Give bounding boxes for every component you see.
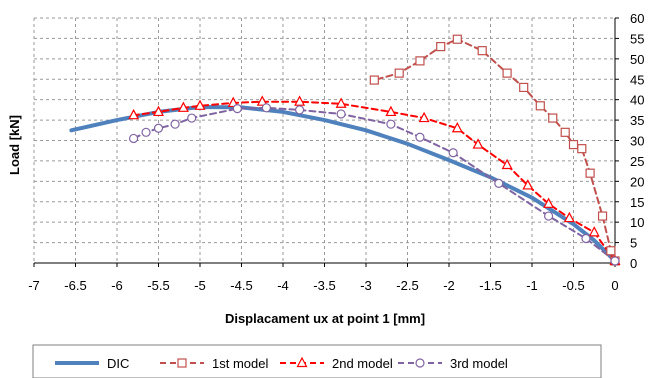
y-tick-label: 60 bbox=[630, 11, 644, 26]
data-point-3rd-model bbox=[581, 233, 591, 244]
y-tick-label: 30 bbox=[630, 134, 644, 149]
x-tick-label: -6 bbox=[111, 278, 123, 293]
x-tick-label: 0 bbox=[611, 278, 618, 293]
y-tick-label: 50 bbox=[630, 52, 644, 67]
data-point-1st-model bbox=[597, 211, 608, 221]
data-point-1st-model bbox=[548, 113, 558, 123]
x-tick-label: -3 bbox=[360, 278, 372, 293]
data-point-2nd-model bbox=[294, 95, 306, 106]
data-point-3rd-model bbox=[610, 256, 620, 266]
data-point-2nd-model bbox=[563, 211, 575, 223]
data-point-1st-model bbox=[369, 75, 379, 85]
y-tick-label: 10 bbox=[630, 215, 644, 230]
data-point-3rd-model bbox=[494, 178, 504, 188]
series-line-3rd-model bbox=[132, 106, 616, 262]
data-point-3rd-model bbox=[232, 104, 242, 114]
x-axis-title: Displacament ux at point 1 [mm] bbox=[225, 311, 425, 326]
y-tick-label: 40 bbox=[630, 93, 644, 108]
data-point-3rd-model bbox=[141, 127, 151, 137]
data-point-2nd-model bbox=[128, 108, 140, 120]
data-point-1st-model bbox=[452, 34, 462, 44]
y-tick-label: 20 bbox=[630, 174, 644, 189]
data-point-1st-model bbox=[415, 56, 425, 66]
data-point-2nd-model bbox=[335, 97, 347, 108]
data-point-1st-model bbox=[585, 168, 595, 178]
x-tick-label: -5.5 bbox=[147, 278, 169, 293]
data-point-3rd-model bbox=[261, 103, 271, 113]
y-tick-label: 0 bbox=[630, 256, 637, 271]
series-line-1st-model bbox=[373, 38, 616, 262]
data-point-2nd-model bbox=[256, 95, 268, 106]
y-axis-title: Load [kN] bbox=[7, 115, 22, 175]
data-point-1st-model bbox=[394, 68, 404, 78]
data-point-2nd-model bbox=[418, 111, 430, 123]
data-point-3rd-model bbox=[448, 148, 458, 158]
data-point-2nd-model bbox=[227, 96, 239, 108]
data-point-3rd-model bbox=[415, 132, 425, 142]
data-point-1st-model bbox=[535, 101, 545, 111]
data-point-3rd-model bbox=[386, 119, 396, 129]
x-tick-label: -0.5 bbox=[562, 278, 584, 293]
x-tick-label: -1 bbox=[526, 278, 538, 293]
data-point-2nd-model bbox=[385, 105, 397, 117]
series-markers bbox=[128, 34, 621, 266]
legend: DIC 1st model 2nd model 3rd model bbox=[55, 356, 508, 371]
data-point-1st-model bbox=[477, 46, 487, 56]
legend-marker-3rd-model bbox=[415, 358, 425, 368]
data-point-3rd-model bbox=[543, 211, 554, 221]
data-point-2nd-model bbox=[543, 197, 555, 208]
x-tick-label: -4 bbox=[277, 278, 289, 293]
y-tick-labels: 0 5 10 15 20 25 30 35 40 45 50 55 60 bbox=[630, 11, 644, 271]
data-point-3rd-model bbox=[153, 123, 164, 133]
legend-marker-1st-model bbox=[177, 358, 187, 368]
data-point-2nd-model bbox=[451, 121, 463, 133]
data-point-1st-model bbox=[568, 139, 579, 150]
data-point-3rd-model bbox=[170, 119, 180, 129]
y-tick-label: 5 bbox=[630, 236, 637, 251]
data-point-2nd-model bbox=[177, 101, 189, 112]
data-point-1st-model bbox=[519, 82, 529, 93]
data-point-2nd-model bbox=[153, 105, 164, 117]
data-point-1st-model bbox=[502, 68, 512, 78]
x-tick-label: -1.5 bbox=[479, 278, 501, 293]
data-point-3rd-model bbox=[295, 105, 305, 115]
x-tick-label: -6.5 bbox=[64, 278, 86, 293]
legend-box bbox=[32, 344, 602, 378]
legend-marker-2nd-model bbox=[296, 356, 308, 368]
data-point-3rd-model bbox=[187, 113, 197, 123]
y-tick-label: 15 bbox=[630, 195, 644, 210]
x-tick-label: -7 bbox=[28, 278, 40, 293]
y-tick-label: 55 bbox=[630, 31, 644, 46]
y-tick-label: 25 bbox=[630, 154, 644, 169]
legend-label-dic: DIC bbox=[107, 356, 129, 371]
x-tick-label: -4.5 bbox=[230, 278, 252, 293]
data-point-2nd-model bbox=[194, 99, 206, 110]
data-point-1st-model bbox=[606, 246, 616, 256]
legend-label-3rd-model: 3rd model bbox=[450, 356, 508, 371]
x-tick-label: -5 bbox=[194, 278, 206, 293]
y-tick-label: 45 bbox=[630, 72, 644, 87]
axes bbox=[33, 17, 619, 267]
data-point-1st-model bbox=[436, 41, 446, 52]
x-tick-labels: -7 -6.5 -6 -5.5 -5 -4.5 -4 -3.5 -3 -2.5 -2 -1.5 -1 -0… bbox=[28, 278, 618, 293]
data-point-1st-model bbox=[577, 144, 587, 154]
x-tick-label: -3.5 bbox=[313, 278, 335, 293]
data-point-2nd-model bbox=[588, 226, 600, 237]
data-point-3rd-model bbox=[129, 133, 139, 144]
data-point-2nd-model bbox=[501, 158, 513, 170]
y-tick-label: 35 bbox=[630, 113, 644, 128]
data-point-2nd-model bbox=[522, 179, 534, 190]
data-point-3rd-model bbox=[336, 109, 346, 119]
legend-label-2nd-model: 2nd model bbox=[332, 356, 393, 371]
legend-label-1st-model: 1st model bbox=[212, 356, 268, 371]
data-point-2nd-model bbox=[472, 138, 484, 149]
x-tick-label: -2 bbox=[443, 278, 455, 293]
data-point-1st-model bbox=[560, 127, 570, 137]
x-tick-label: -2.5 bbox=[396, 278, 418, 293]
